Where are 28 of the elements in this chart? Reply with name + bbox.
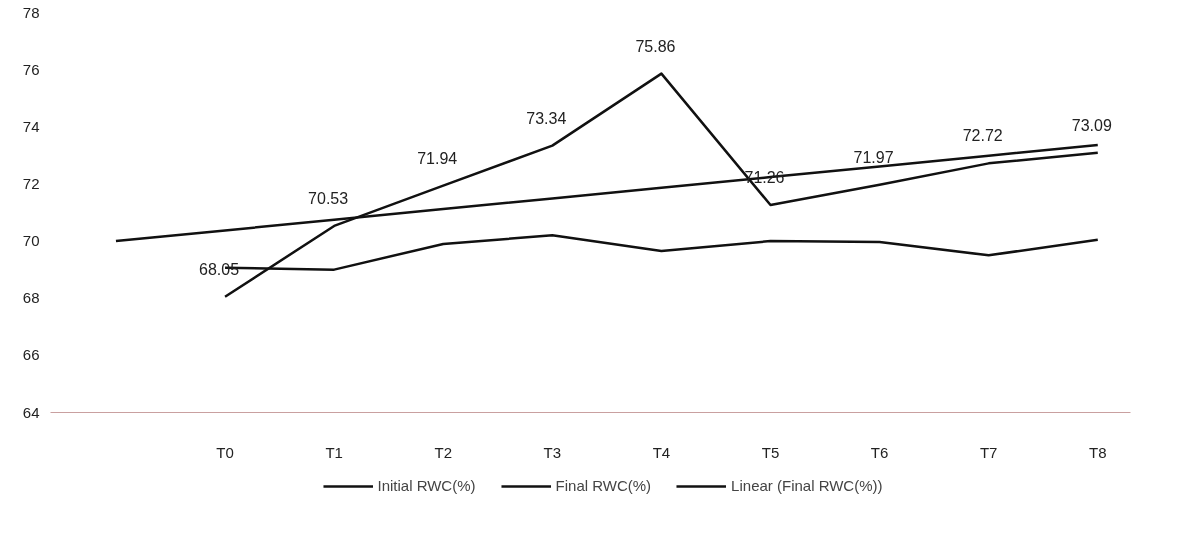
data-label: 75.86: [635, 37, 676, 55]
legend-label: Final RWC(%): [555, 477, 652, 494]
x-tick-label: T0: [216, 443, 234, 461]
data-label: 72.72: [962, 127, 1003, 145]
x-tick-label: T2: [434, 443, 452, 461]
y-tick-label: 78: [22, 3, 40, 21]
x-tick-label: T4: [652, 443, 671, 461]
x-tick-label: T6: [870, 443, 889, 461]
x-tick-label: T8: [1089, 443, 1107, 461]
x-tick-label: T3: [543, 443, 562, 461]
y-tick-label: 76: [22, 60, 40, 78]
x-tick-label: T5: [761, 443, 780, 461]
y-tick-label: 72: [22, 174, 40, 192]
y-tick-label: 70: [22, 232, 40, 250]
y-tick-label: 74: [22, 117, 40, 135]
y-tick-label: 66: [22, 346, 40, 364]
data-label: 71.94: [417, 149, 458, 167]
legend-label: Linear (Final RWC(%)): [731, 477, 883, 494]
x-tick-label: T7: [979, 443, 998, 461]
legend-label: Initial RWC(%): [377, 477, 476, 494]
y-tick-label: 68: [22, 289, 40, 307]
y-tick-label: 64: [22, 403, 40, 421]
data-label: 73.09: [1071, 116, 1112, 134]
data-label: 68.05: [199, 260, 240, 278]
x-tick-label: T1: [325, 443, 343, 461]
data-label: 70.53: [308, 189, 349, 207]
data-label: 71.97: [853, 148, 894, 166]
data-label: 73.34: [526, 109, 567, 127]
